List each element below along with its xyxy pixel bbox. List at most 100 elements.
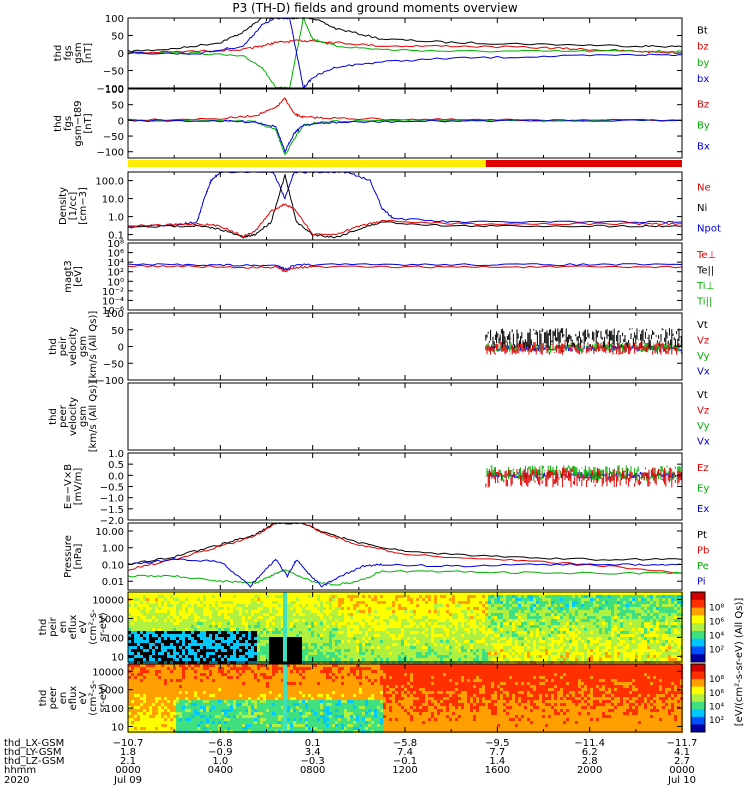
heat-cell bbox=[560, 625, 563, 628]
peir-eflux-panel bbox=[127, 591, 683, 664]
heat-cell bbox=[536, 643, 539, 646]
heat-cell bbox=[449, 631, 452, 634]
heat-cell bbox=[641, 607, 644, 610]
heat-cell bbox=[392, 631, 395, 634]
heat-cell bbox=[206, 646, 209, 649]
heat-cell bbox=[662, 607, 665, 610]
heat-cell bbox=[617, 610, 620, 613]
heat-cell bbox=[140, 643, 143, 646]
heat-cell bbox=[551, 613, 554, 616]
heat-cell bbox=[569, 655, 572, 658]
heat-cell bbox=[356, 613, 359, 616]
heat-cell bbox=[665, 610, 668, 613]
heat-cell bbox=[242, 658, 245, 661]
heat-cell bbox=[449, 607, 452, 610]
heat-cell bbox=[326, 607, 329, 610]
heat-cell bbox=[596, 655, 599, 658]
heat-cell bbox=[134, 646, 137, 649]
heat-cell bbox=[329, 631, 332, 634]
heat-cell bbox=[179, 634, 182, 637]
heat-cell bbox=[131, 664, 134, 667]
heat-cell bbox=[653, 631, 656, 634]
heat-cell bbox=[488, 592, 491, 595]
heat-cell bbox=[392, 649, 395, 652]
heat-cell bbox=[272, 640, 275, 643]
heat-cell bbox=[389, 613, 392, 616]
heat-cell bbox=[599, 592, 602, 595]
heat-cell bbox=[446, 649, 449, 652]
heat-cell bbox=[146, 658, 149, 661]
heat-cell bbox=[617, 619, 620, 622]
heat-cell bbox=[278, 649, 281, 652]
heat-cell bbox=[647, 634, 650, 637]
heat-cell bbox=[650, 637, 653, 640]
heat-cell bbox=[545, 610, 548, 613]
heat-cell bbox=[326, 622, 329, 625]
heat-cell bbox=[419, 592, 422, 595]
heat-cell bbox=[248, 652, 251, 655]
heat-cell bbox=[137, 709, 140, 712]
heat-cell bbox=[656, 622, 659, 625]
heat-cell bbox=[653, 649, 656, 652]
heat-cell bbox=[575, 610, 578, 613]
heat-cell bbox=[290, 592, 293, 595]
heat-cell bbox=[554, 655, 557, 658]
heat-cell bbox=[383, 643, 386, 646]
heat-cell bbox=[530, 649, 533, 652]
heat-cell bbox=[458, 658, 461, 661]
y-tick-label: 0 bbox=[118, 343, 124, 354]
heat-cell bbox=[221, 646, 224, 649]
heat-cell bbox=[677, 652, 680, 655]
heat-cell bbox=[536, 595, 539, 598]
heat-cell bbox=[443, 658, 446, 661]
heat-cell bbox=[401, 631, 404, 634]
heat-cell bbox=[386, 643, 389, 646]
heat-cell bbox=[350, 640, 353, 643]
heat-cell bbox=[542, 628, 545, 631]
heat-cell bbox=[614, 655, 617, 658]
heat-cell bbox=[407, 646, 410, 649]
heat-cell bbox=[467, 598, 470, 601]
heat-cell bbox=[356, 640, 359, 643]
heat-cell bbox=[458, 646, 461, 649]
heat-cell bbox=[617, 607, 620, 610]
heat-cell bbox=[137, 691, 140, 694]
heat-cell bbox=[227, 640, 230, 643]
heat-cell bbox=[377, 613, 380, 616]
heat-cell bbox=[500, 652, 503, 655]
heat-cell bbox=[170, 604, 173, 607]
heat-cell bbox=[275, 658, 278, 661]
heat-cell bbox=[188, 637, 191, 640]
heat-cell bbox=[647, 613, 650, 616]
heat-cell bbox=[638, 634, 641, 637]
heat-cell bbox=[605, 628, 608, 631]
heat-cell bbox=[485, 658, 488, 661]
heat-cell bbox=[410, 592, 413, 595]
heat-cell bbox=[320, 613, 323, 616]
heat-cell bbox=[236, 598, 239, 601]
heat-cell bbox=[260, 592, 263, 595]
heat-cell bbox=[374, 601, 377, 604]
heat-cell bbox=[638, 592, 641, 595]
pressure-panel bbox=[127, 522, 683, 591]
heat-cell bbox=[296, 613, 299, 616]
heat-cell bbox=[413, 649, 416, 652]
heat-cell bbox=[605, 607, 608, 610]
heat-cell bbox=[377, 655, 380, 658]
heat-cell bbox=[389, 631, 392, 634]
heat-cell bbox=[392, 658, 395, 661]
heat-cell bbox=[131, 709, 134, 712]
heat-cell bbox=[134, 613, 137, 616]
heat-cell bbox=[425, 640, 428, 643]
heat-cell bbox=[578, 643, 581, 646]
heat-cell bbox=[170, 643, 173, 646]
y-axis-label: thd bbox=[53, 45, 64, 62]
heat-cell bbox=[233, 628, 236, 631]
heat-cell bbox=[215, 625, 218, 628]
heat-cell bbox=[485, 622, 488, 625]
heat-cell bbox=[461, 595, 464, 598]
heat-cell bbox=[551, 652, 554, 655]
heat-cell bbox=[341, 616, 344, 619]
heat-cell bbox=[212, 643, 215, 646]
heat-cell bbox=[335, 610, 338, 613]
